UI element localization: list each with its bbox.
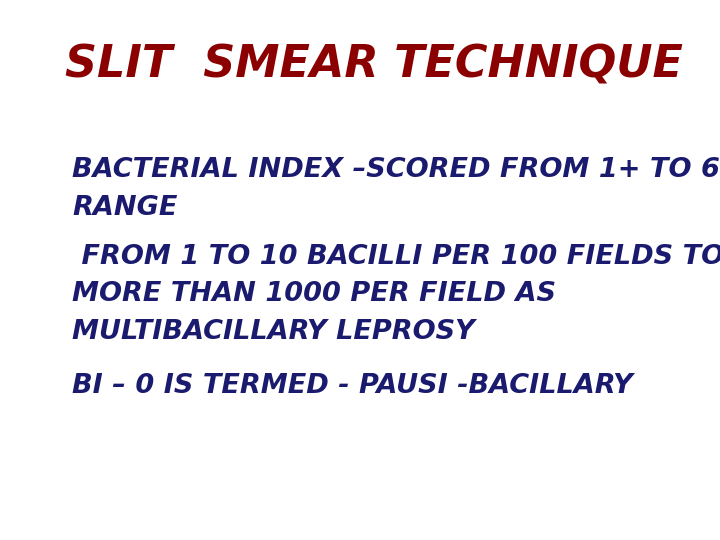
Text: FROM 1 TO 10 BACILLI PER 100 FIELDS TO: FROM 1 TO 10 BACILLI PER 100 FIELDS TO [72, 244, 720, 269]
Text: MORE THAN 1000 PER FIELD AS: MORE THAN 1000 PER FIELD AS [72, 281, 556, 307]
Text: MULTIBACILLARY LEPROSY: MULTIBACILLARY LEPROSY [72, 319, 474, 345]
Text: RANGE: RANGE [72, 195, 177, 221]
Text: BI – 0 IS TERMED - PAUSI -BACILLARY: BI – 0 IS TERMED - PAUSI -BACILLARY [72, 373, 633, 399]
Text: BACTERIAL INDEX –SCORED FROM 1+ TO 6: BACTERIAL INDEX –SCORED FROM 1+ TO 6 [72, 157, 720, 183]
Text: SLIT  SMEAR TECHNIQUE: SLIT SMEAR TECHNIQUE [66, 43, 683, 86]
